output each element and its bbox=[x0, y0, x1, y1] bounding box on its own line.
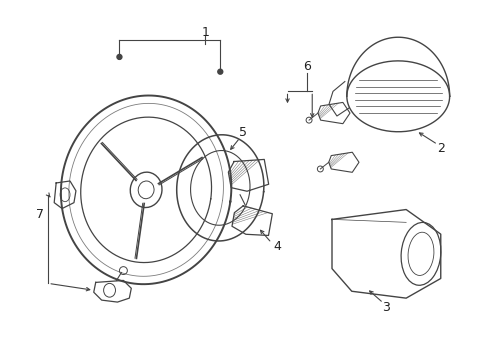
Text: 4: 4 bbox=[274, 240, 282, 253]
Text: 6: 6 bbox=[303, 60, 311, 73]
Text: 3: 3 bbox=[382, 301, 391, 315]
Circle shape bbox=[117, 54, 122, 59]
Circle shape bbox=[218, 69, 223, 74]
Text: 1: 1 bbox=[201, 26, 209, 39]
Text: 5: 5 bbox=[239, 126, 247, 139]
Text: 7: 7 bbox=[36, 208, 45, 221]
Text: 2: 2 bbox=[437, 142, 445, 155]
